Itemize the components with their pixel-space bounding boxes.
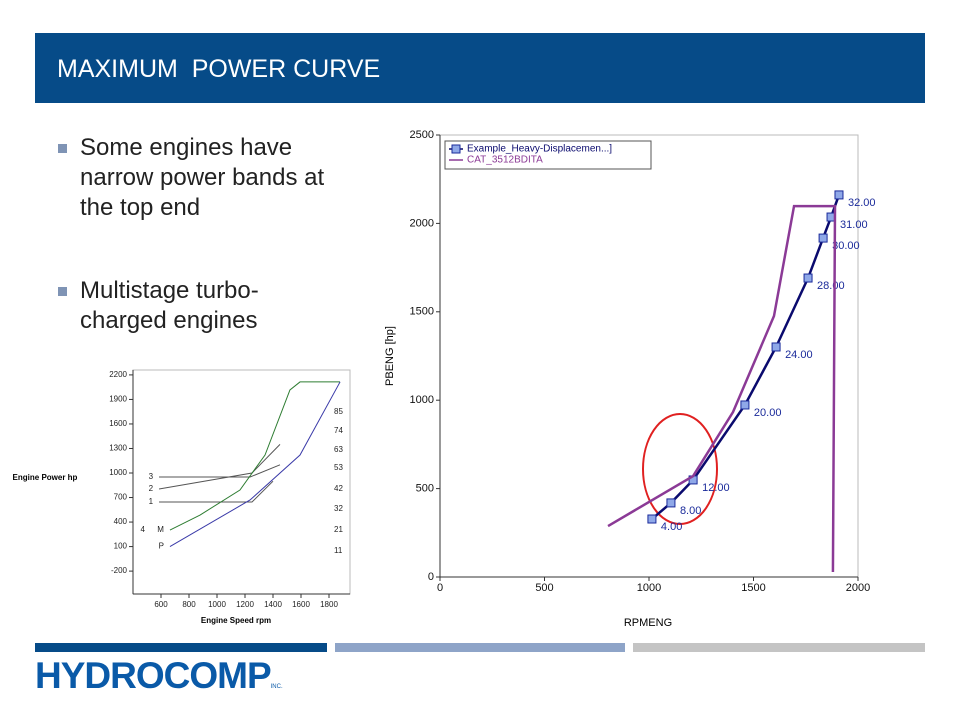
legend-label: Example_Heavy-Displacemen...]	[467, 144, 612, 155]
header: MAXIMUM POWER CURVE	[35, 33, 925, 103]
x-axis-label: Engine Speed rpm	[201, 616, 271, 625]
curve-label: 42	[334, 484, 343, 493]
logo-text: HYDROCOMP	[35, 655, 272, 696]
highlight-ellipse	[642, 413, 718, 525]
x-tick-label: 600	[154, 600, 168, 609]
series-line	[169, 381, 341, 531]
x-tick-label: 500	[535, 582, 553, 594]
marker	[818, 233, 828, 243]
logo-suffix: INC.	[270, 684, 283, 690]
point-label: 31.00	[840, 219, 868, 231]
y-tick-label: -200	[111, 566, 128, 575]
y-tick-label: 1600	[109, 419, 127, 428]
title: MAXIMUM POWER CURVE	[57, 55, 381, 83]
legend-marker	[451, 144, 461, 154]
curve-label: 11	[334, 546, 343, 555]
x-tick-label: 1400	[264, 600, 282, 609]
point-label: 12.00	[702, 482, 730, 494]
x-axis-label: RPMENG	[624, 617, 672, 629]
curve-label: 53	[334, 463, 343, 472]
y-tick-label: 100	[114, 542, 128, 551]
series-label: 2	[149, 484, 154, 493]
point-label: 30.00	[832, 240, 860, 252]
x-tick-label: 1000	[637, 582, 661, 594]
curve-label: 21	[334, 525, 343, 534]
series-line	[159, 480, 274, 503]
curve-label: 85	[334, 407, 343, 416]
series-line	[607, 204, 837, 573]
x-tick-label: 1000	[208, 600, 226, 609]
chart-image-bg	[107, 362, 355, 625]
y-tick-label: 400	[114, 517, 128, 526]
point-label: 28.00	[817, 280, 845, 292]
footer-bar	[633, 643, 925, 652]
marker	[834, 190, 844, 200]
bullet: Multistage turbo-charged engines	[58, 276, 335, 336]
y-tick-label: 0	[428, 571, 434, 583]
y-tick-label: 500	[416, 483, 434, 495]
y-tick-label: 1500	[410, 306, 434, 318]
y-tick-label: 1900	[109, 395, 127, 404]
marker	[647, 514, 657, 524]
y-tick-label: 2000	[410, 217, 434, 229]
legend-box	[444, 140, 652, 170]
y-tick-label: 1000	[410, 394, 434, 406]
legend-label: CAT_3512BDITA	[467, 155, 543, 166]
bullet: Some engines have narrow power bands at …	[58, 133, 335, 223]
footer-bar	[35, 643, 327, 652]
logo: HYDROCOMPINC.	[35, 655, 283, 697]
x-tick-label: 1500	[741, 582, 765, 594]
x-tick-label: 800	[182, 600, 196, 609]
curve-label: 63	[334, 445, 343, 454]
series-line	[159, 464, 281, 478]
point-label: 20.00	[754, 407, 782, 419]
x-tick-label: 1800	[320, 600, 338, 609]
marker	[740, 400, 750, 410]
marker	[803, 273, 813, 283]
x-tick-label: 2000	[846, 582, 870, 594]
y-tick-label: 1300	[109, 444, 127, 453]
point-label: 32.00	[848, 197, 876, 209]
point-label: 4.00	[661, 521, 682, 533]
y-tick-label: 1000	[109, 468, 127, 477]
y-tick-label: 700	[114, 493, 128, 502]
x-tick-label: 1600	[292, 600, 310, 609]
series-line	[169, 381, 341, 548]
series-label: M	[157, 525, 164, 534]
point-label: 24.00	[785, 349, 813, 361]
marker	[771, 342, 781, 352]
curve-label: 4	[141, 525, 146, 534]
x-tick-label: 0	[437, 582, 443, 594]
marker	[666, 498, 676, 508]
y-tick-label: 2500	[410, 129, 434, 141]
y-axis-label: PBENG [hp]	[384, 326, 396, 386]
series-label: P	[159, 542, 164, 551]
curve-label: 32	[334, 504, 343, 513]
point-label: 8.00	[680, 505, 701, 517]
y-tick-label: 2200	[109, 370, 127, 379]
y-axis-label: Engine Power hp	[13, 473, 78, 482]
curve-label: 74	[334, 426, 343, 435]
footer-bar	[335, 643, 625, 652]
series-label: 1	[149, 497, 154, 506]
x-tick-label: 1200	[236, 600, 254, 609]
series-label: 3	[149, 472, 154, 481]
